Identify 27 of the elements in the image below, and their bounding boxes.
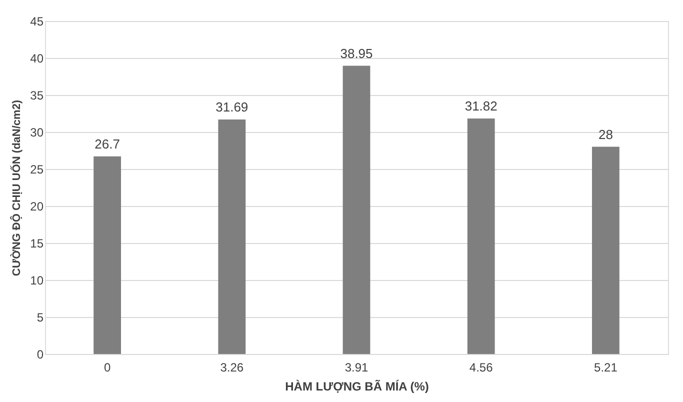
data-label: 38.95 [340, 46, 373, 61]
y-tick-label: 35 [30, 88, 44, 102]
data-label: 31.69 [216, 99, 248, 114]
y-tick-label: 30 [30, 126, 44, 140]
y-tick-label: 10 [30, 274, 44, 288]
x-tick-label: 5.21 [594, 360, 618, 374]
x-tick-label: 0 [104, 360, 111, 374]
data-label: 26.7 [94, 136, 120, 152]
y-axis-title: CƯỜNG ĐỘ CHỊU UỐN (daN/cm2) [10, 100, 24, 276]
bar [467, 118, 495, 354]
bar [342, 66, 370, 354]
y-tick-label: 20 [30, 200, 44, 214]
y-tick-label: 25 [30, 162, 44, 176]
x-axis-title: HÀM LƯỢNG BÃ MÍA (%) [285, 380, 429, 394]
data-label: 31.82 [464, 98, 498, 114]
x-tick-label: 4.56 [469, 360, 494, 374]
bar [592, 146, 620, 354]
y-tick-label: 40 [30, 52, 44, 66]
x-tick-label: 3.26 [220, 360, 244, 374]
y-tick-label: 0 [36, 348, 44, 362]
y-tick-label: 45 [30, 14, 44, 28]
x-tick-label: 3.91 [344, 360, 368, 374]
y-tick-label: 15 [30, 236, 44, 250]
data-label: 28 [598, 126, 613, 142]
bar [94, 156, 122, 354]
y-tick-label: 5 [36, 310, 44, 324]
bar [218, 119, 246, 354]
